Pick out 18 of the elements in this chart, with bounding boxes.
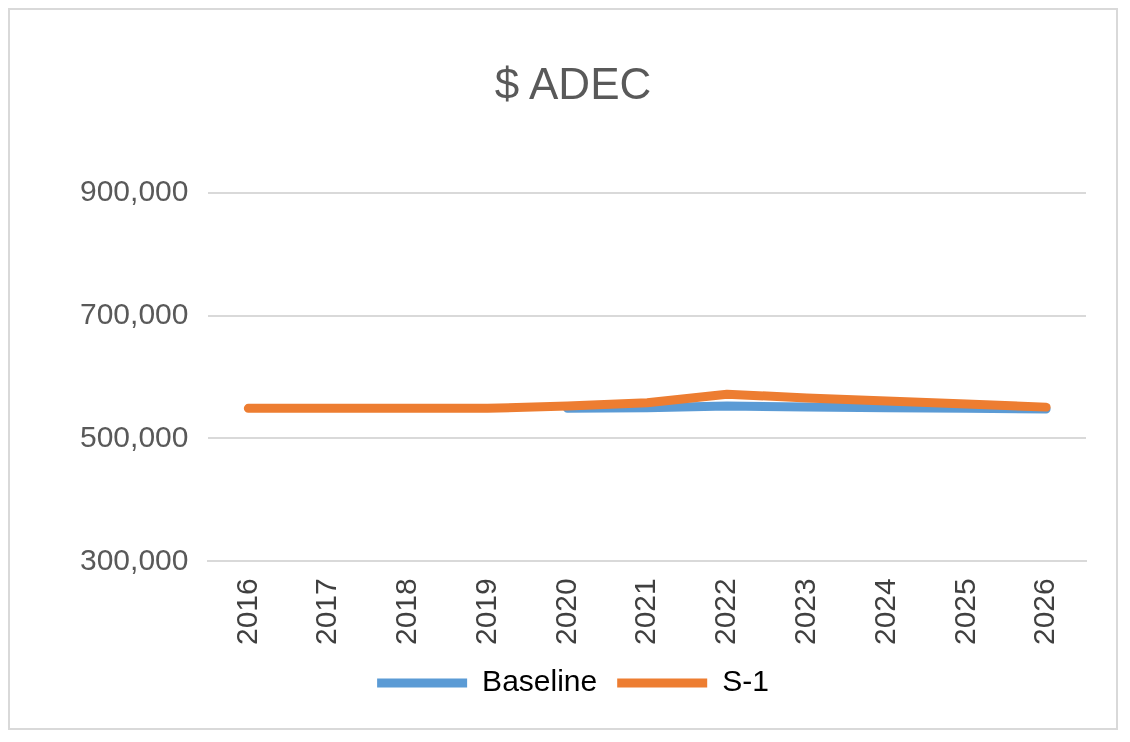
x-tick-label: 2026 xyxy=(1027,578,1061,646)
x-tick-label: 2017 xyxy=(309,578,343,646)
y-tick-label: 900,000 xyxy=(79,174,189,208)
legend-label: Baseline xyxy=(482,664,598,698)
x-tick-label: 2024 xyxy=(867,578,901,646)
legend-label: S-1 xyxy=(722,664,769,698)
x-tick-label: 2023 xyxy=(788,578,822,646)
x-tick-label: 2019 xyxy=(468,578,502,646)
x-tick-label: 2022 xyxy=(708,578,742,646)
y-tick-label: 500,000 xyxy=(79,419,189,453)
chart-title: $ ADEC xyxy=(494,58,652,108)
x-tick-label: 2020 xyxy=(548,578,582,646)
x-tick-label: 2016 xyxy=(229,578,263,646)
x-tick-label: 2021 xyxy=(628,578,662,646)
y-tick-label: 300,000 xyxy=(79,542,189,576)
y-tick-label: 700,000 xyxy=(79,296,189,330)
x-tick-label: 2018 xyxy=(389,578,423,646)
x-tick-label: 2025 xyxy=(947,578,981,646)
